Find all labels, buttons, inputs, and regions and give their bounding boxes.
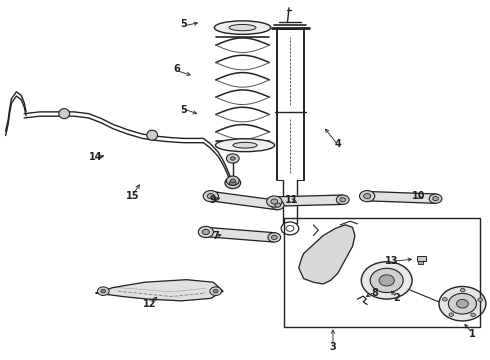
Circle shape bbox=[267, 196, 282, 207]
Text: 6: 6 bbox=[173, 64, 180, 74]
Circle shape bbox=[202, 229, 209, 235]
Circle shape bbox=[336, 195, 349, 204]
Bar bbox=[418, 261, 423, 264]
Circle shape bbox=[230, 157, 235, 160]
Circle shape bbox=[460, 288, 465, 292]
Text: 1: 1 bbox=[469, 329, 476, 339]
Circle shape bbox=[213, 289, 218, 293]
Bar bbox=[284, 218, 480, 327]
Circle shape bbox=[478, 298, 483, 301]
Text: 7: 7 bbox=[212, 231, 219, 240]
Circle shape bbox=[207, 194, 214, 199]
Text: 11: 11 bbox=[285, 195, 298, 205]
Circle shape bbox=[370, 268, 403, 293]
Polygon shape bbox=[96, 280, 223, 301]
Polygon shape bbox=[210, 192, 279, 210]
Circle shape bbox=[429, 194, 442, 203]
Text: 13: 13 bbox=[385, 256, 398, 266]
Circle shape bbox=[268, 233, 281, 242]
Text: 2: 2 bbox=[393, 293, 400, 303]
Text: 9: 9 bbox=[210, 195, 217, 205]
Circle shape bbox=[271, 199, 278, 204]
Circle shape bbox=[433, 197, 439, 201]
Circle shape bbox=[439, 287, 486, 321]
Circle shape bbox=[225, 177, 241, 189]
Circle shape bbox=[457, 300, 468, 308]
Circle shape bbox=[226, 176, 239, 185]
Text: 14: 14 bbox=[89, 152, 103, 162]
Circle shape bbox=[101, 289, 106, 293]
Circle shape bbox=[210, 287, 221, 296]
Circle shape bbox=[230, 179, 235, 183]
Circle shape bbox=[271, 235, 277, 239]
Circle shape bbox=[379, 275, 394, 286]
Circle shape bbox=[364, 194, 370, 199]
Polygon shape bbox=[367, 192, 436, 203]
Text: 3: 3 bbox=[330, 342, 336, 352]
Ellipse shape bbox=[229, 24, 256, 31]
Text: 8: 8 bbox=[371, 288, 378, 298]
Text: 10: 10 bbox=[412, 191, 425, 201]
Circle shape bbox=[229, 180, 236, 185]
Circle shape bbox=[471, 313, 475, 316]
Circle shape bbox=[442, 298, 447, 301]
Polygon shape bbox=[274, 195, 343, 206]
Circle shape bbox=[361, 262, 412, 299]
Text: 15: 15 bbox=[126, 191, 139, 201]
Circle shape bbox=[449, 313, 454, 316]
Circle shape bbox=[271, 201, 284, 210]
Circle shape bbox=[198, 226, 214, 238]
Circle shape bbox=[226, 154, 239, 163]
Polygon shape bbox=[299, 225, 355, 284]
Ellipse shape bbox=[214, 21, 271, 34]
Ellipse shape bbox=[59, 109, 70, 119]
Text: 5: 5 bbox=[180, 105, 187, 115]
Circle shape bbox=[340, 198, 345, 202]
Ellipse shape bbox=[147, 130, 158, 140]
Circle shape bbox=[448, 293, 476, 314]
Circle shape bbox=[98, 287, 109, 296]
Bar bbox=[417, 256, 426, 261]
Ellipse shape bbox=[216, 139, 274, 152]
Circle shape bbox=[275, 203, 281, 207]
Polygon shape bbox=[205, 228, 275, 242]
Circle shape bbox=[360, 190, 375, 202]
Text: 12: 12 bbox=[143, 299, 156, 309]
Text: 4: 4 bbox=[335, 139, 341, 149]
Circle shape bbox=[203, 190, 219, 202]
Text: 5: 5 bbox=[180, 19, 187, 29]
Ellipse shape bbox=[233, 142, 257, 148]
